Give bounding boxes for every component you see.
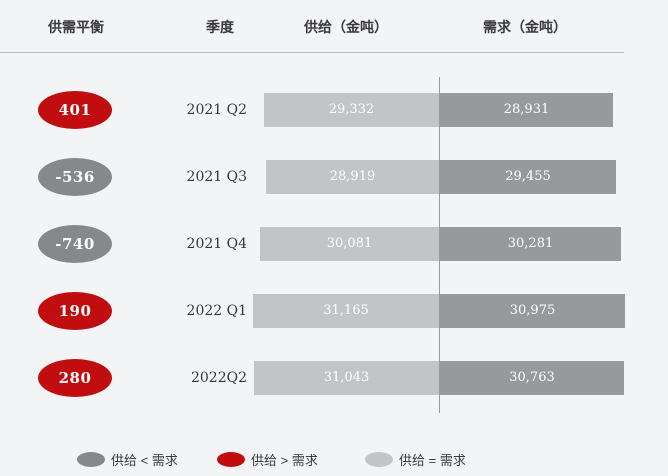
column-header-supply: 供给（金吨） (304, 19, 388, 35)
supply-value: 30,081 (326, 236, 373, 251)
supply-bar: 29,332 (264, 92, 439, 127)
header-divider-line (0, 52, 624, 53)
red-ellipse-icon (217, 451, 245, 467)
column-header-balance: 供需平衡 (48, 19, 104, 35)
supply-bar: 31,043 (254, 360, 439, 395)
column-header-demand: 需求（金吨） (483, 19, 567, 35)
balance-badge: 401 (38, 90, 112, 129)
table-row: -740 2021 Q4 30,081 30,281 (0, 210, 668, 277)
legend-label: 供给 < 需求 (111, 452, 178, 468)
demand-bar: 30,975 (440, 293, 625, 328)
legend-item-deficit: 供给 < 需求 (77, 444, 178, 474)
demand-value: 29,455 (505, 169, 551, 184)
balance-badge: -740 (38, 224, 112, 263)
demand-value: 28,931 (503, 102, 550, 117)
quarter-label: 2022Q2 (190, 369, 247, 386)
demand-bar: 29,455 (440, 159, 616, 194)
balance-badge: -536 (38, 157, 112, 196)
supply-bar: 28,919 (266, 159, 439, 194)
quarter-label: 2021 Q2 (186, 101, 247, 118)
demand-bar: 28,931 (440, 92, 613, 127)
legend-label: 供给 = 需求 (399, 452, 466, 468)
supply-bar: 30,081 (260, 226, 439, 261)
column-header-quarter: 季度 (206, 19, 234, 35)
balance-badge: 190 (38, 291, 112, 330)
quarter-label: 2021 Q3 (186, 168, 247, 185)
lightgray-ellipse-icon (365, 451, 393, 467)
table-row: 190 2022 Q1 31,165 30,975 (0, 277, 668, 344)
demand-bar: 30,281 (440, 226, 621, 261)
legend-item-surplus: 供给 > 需求 (217, 444, 318, 474)
legend-item-equal: 供给 = 需求 (365, 444, 466, 474)
center-axis-line (439, 77, 440, 413)
table-row: 401 2021 Q2 29,332 28,931 (0, 76, 668, 143)
quarter-label: 2021 Q4 (186, 235, 247, 252)
gray-ellipse-icon (77, 451, 105, 467)
table-row: 280 2022Q2 31,043 30,763 (0, 344, 668, 411)
table-body: 401 2021 Q2 29,332 28,931 -536 2021 Q3 2… (0, 76, 668, 411)
supply-value: 31,165 (323, 303, 369, 318)
table-row: -536 2021 Q3 28,919 29,455 (0, 143, 668, 210)
demand-value: 30,975 (509, 303, 556, 318)
balance-badge: 280 (38, 358, 112, 397)
supply-bar: 31,165 (253, 293, 439, 328)
demand-value: 30,281 (507, 236, 554, 251)
demand-bar: 30,763 (440, 360, 624, 395)
quarter-label: 2022 Q1 (186, 302, 247, 319)
legend-label: 供给 > 需求 (251, 452, 318, 468)
demand-value: 30,763 (509, 370, 555, 385)
supply-value: 28,919 (329, 169, 376, 184)
supply-value: 31,043 (323, 370, 370, 385)
supply-value: 29,332 (328, 102, 375, 117)
legend: 供给 < 需求 供给 > 需求 供给 = 需求 (0, 444, 668, 474)
